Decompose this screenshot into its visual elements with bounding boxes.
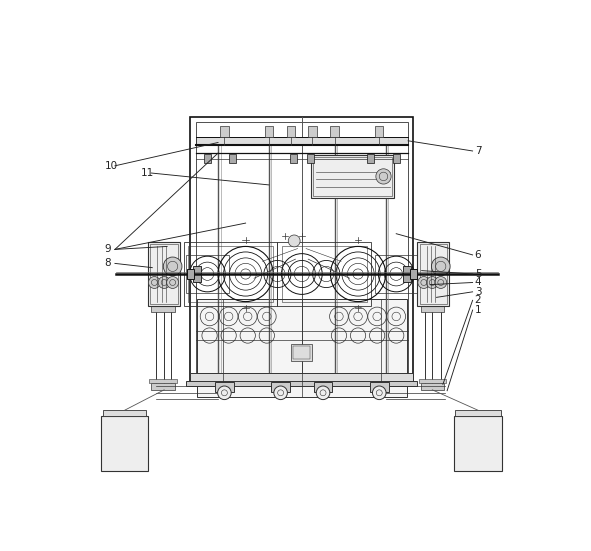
Bar bbox=[307, 154, 314, 163]
Bar bbox=[151, 383, 175, 390]
Circle shape bbox=[288, 235, 300, 247]
Bar bbox=[229, 154, 236, 163]
Text: 6: 6 bbox=[475, 250, 481, 260]
Bar bbox=[103, 410, 147, 416]
Text: 3: 3 bbox=[475, 287, 481, 297]
Bar bbox=[190, 373, 413, 382]
Text: 7: 7 bbox=[475, 146, 481, 156]
Circle shape bbox=[316, 386, 330, 399]
Circle shape bbox=[372, 386, 386, 399]
Text: 9: 9 bbox=[105, 245, 111, 255]
Circle shape bbox=[435, 277, 447, 288]
Bar bbox=[402, 266, 411, 282]
Circle shape bbox=[148, 277, 160, 288]
Text: 10: 10 bbox=[105, 161, 118, 171]
Bar bbox=[375, 255, 417, 293]
Bar bbox=[271, 382, 290, 392]
Bar bbox=[418, 379, 446, 383]
Bar bbox=[197, 300, 407, 397]
Bar bbox=[277, 242, 371, 306]
Bar bbox=[393, 154, 400, 163]
Bar bbox=[453, 416, 502, 471]
Bar bbox=[150, 244, 178, 304]
Bar bbox=[287, 126, 296, 137]
Bar bbox=[311, 155, 394, 198]
Circle shape bbox=[426, 277, 439, 288]
Text: 8: 8 bbox=[105, 258, 111, 268]
Bar bbox=[293, 346, 310, 359]
Bar bbox=[196, 137, 408, 144]
Bar bbox=[190, 117, 413, 382]
Bar bbox=[291, 344, 313, 361]
Bar bbox=[308, 126, 317, 137]
Bar bbox=[282, 246, 366, 301]
Text: 11: 11 bbox=[141, 168, 154, 178]
Circle shape bbox=[217, 386, 231, 399]
Text: 1: 1 bbox=[475, 305, 481, 315]
Bar bbox=[313, 158, 392, 196]
Bar bbox=[151, 306, 175, 312]
Text: 5: 5 bbox=[475, 269, 481, 279]
Bar bbox=[204, 154, 211, 163]
Bar bbox=[368, 154, 374, 163]
Bar bbox=[215, 382, 233, 392]
Bar bbox=[220, 126, 229, 137]
Bar bbox=[290, 154, 297, 163]
Bar bbox=[455, 410, 501, 416]
Bar bbox=[184, 242, 277, 306]
Bar bbox=[265, 126, 273, 137]
Circle shape bbox=[167, 277, 178, 288]
Circle shape bbox=[376, 169, 391, 184]
Bar bbox=[102, 416, 148, 471]
Bar bbox=[193, 266, 201, 282]
Bar bbox=[186, 381, 417, 386]
Circle shape bbox=[163, 257, 182, 276]
Bar bbox=[370, 382, 389, 392]
Bar bbox=[417, 242, 449, 306]
Bar bbox=[186, 255, 229, 293]
Bar bbox=[314, 382, 332, 392]
Circle shape bbox=[274, 386, 287, 399]
Text: 2: 2 bbox=[475, 295, 481, 305]
Bar bbox=[375, 126, 384, 137]
Bar bbox=[148, 242, 180, 306]
Bar bbox=[187, 269, 194, 279]
Bar bbox=[330, 126, 339, 137]
Bar bbox=[150, 379, 177, 383]
Bar bbox=[410, 269, 417, 279]
Circle shape bbox=[158, 277, 170, 288]
Circle shape bbox=[431, 257, 450, 276]
Bar bbox=[420, 244, 447, 304]
Bar bbox=[196, 122, 408, 377]
Bar bbox=[189, 246, 273, 301]
Text: 4: 4 bbox=[475, 278, 481, 288]
Bar bbox=[421, 306, 444, 312]
Bar bbox=[421, 383, 444, 390]
Circle shape bbox=[418, 277, 430, 288]
